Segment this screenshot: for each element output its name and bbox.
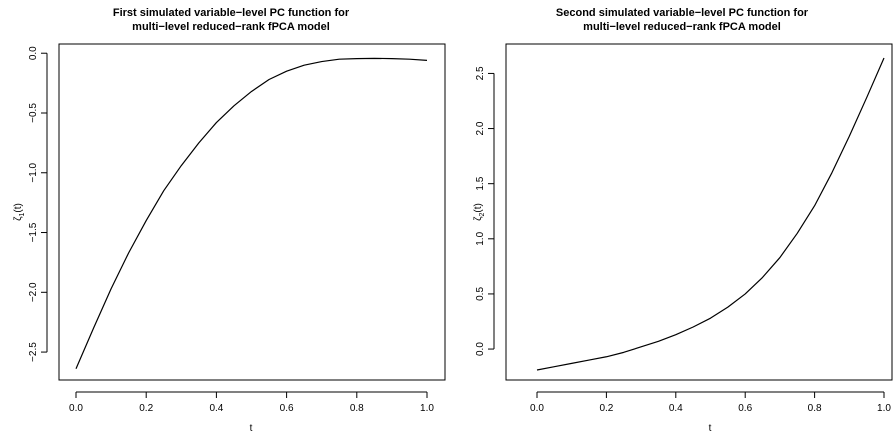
panel-1-x-tick-label: 0.8 bbox=[350, 403, 364, 414]
panel-2-y-tick-label: 1.0 bbox=[475, 231, 486, 245]
panel-2-x-axis: 0.0 0.2 0.4 0.6 0.8 1.0 bbox=[530, 391, 891, 414]
panel-1-y-tick-label: −1.5 bbox=[28, 222, 39, 242]
panel-1-y-tick-label: −2.0 bbox=[28, 282, 39, 302]
panel-1-y-tick-label: −2.5 bbox=[28, 342, 39, 362]
panel-2-x-tick-label: 0.6 bbox=[738, 403, 752, 414]
panel-1-x-tick-label: 1.0 bbox=[420, 403, 434, 414]
panel-2-y-tick-label: 0.0 bbox=[475, 342, 486, 356]
panel-2-y-tick-label: 2.0 bbox=[475, 121, 486, 135]
panel-2-x-tick-label: 0.2 bbox=[599, 403, 613, 414]
panel-2-x-tick-label: 0.4 bbox=[669, 403, 683, 414]
panel-1-x-tick-label: 0.4 bbox=[209, 403, 223, 414]
panel-2-series bbox=[536, 57, 885, 371]
panel-1-x-axis: 0.0 0.2 0.4 0.6 0.8 1.0 bbox=[69, 391, 434, 414]
panel-2-y-label-subscript: 2 bbox=[479, 212, 486, 216]
panel-2-y-tick-label: 1.5 bbox=[475, 176, 486, 190]
panel-2-x-tick-label: 1.0 bbox=[877, 403, 891, 414]
panel-2-y-tick-label: 2.5 bbox=[475, 66, 486, 80]
panel-1-y-label-symbol: ζ bbox=[13, 216, 24, 221]
panel-1-title-line-2: multi−level reduced−rank fPCA model bbox=[132, 21, 330, 33]
panel-2-x-tick-label: 0.0 bbox=[530, 403, 544, 414]
panel-2-y-label-arg: (t) bbox=[473, 203, 484, 212]
panel-2-y-axis-label: ζ2(t) bbox=[473, 203, 486, 221]
panel-1-x-axis-label: t bbox=[250, 423, 253, 434]
panel-1-y-label-subscript: 1 bbox=[19, 212, 26, 216]
panel-2-series-line bbox=[536, 57, 885, 371]
panel-2-x-tick-label: 0.8 bbox=[808, 403, 822, 414]
panel-1-x-tick-label: 0.0 bbox=[69, 403, 83, 414]
panel-1-x-tick-label: 0.2 bbox=[139, 403, 153, 414]
panel-1-y-tick-label: −1.0 bbox=[28, 162, 39, 182]
panel-1-series-line bbox=[75, 57, 428, 370]
panel-1-plot-box bbox=[58, 43, 446, 381]
panel-2-y-axis: 0.0 0.5 1.0 1.5 2.0 2.5 bbox=[475, 66, 495, 356]
panel-1-series bbox=[75, 57, 428, 370]
panel-1-y-axis-label: ζ1(t) bbox=[13, 203, 26, 221]
panel-1: First simulated variable−level PC functi… bbox=[13, 7, 446, 434]
panel-1-y-tick-label: 0.0 bbox=[28, 46, 39, 60]
panel-2-title-line-2: multi−level reduced−rank fPCA model bbox=[583, 21, 781, 33]
panel-2-title-line-1: Second simulated variable−level PC funct… bbox=[556, 7, 809, 19]
panel-1-y-tick-label: −0.5 bbox=[28, 103, 39, 123]
panel-2-y-tick-label: 0.5 bbox=[475, 287, 486, 301]
panel-1-y-label-arg: (t) bbox=[13, 203, 24, 212]
panel-2-plot-box bbox=[505, 43, 893, 381]
panel-2-x-axis-label: t bbox=[709, 423, 712, 434]
panel-2: Second simulated variable−level PC funct… bbox=[473, 7, 893, 434]
panel-1-x-tick-label: 0.6 bbox=[280, 403, 294, 414]
panel-1-y-axis: −2.5 −2.0 −1.5 −1.0 −0.5 0.0 bbox=[28, 46, 48, 362]
panel-2-y-label-symbol: ζ bbox=[473, 216, 484, 221]
panel-1-title-line-1: First simulated variable−level PC functi… bbox=[113, 7, 350, 19]
